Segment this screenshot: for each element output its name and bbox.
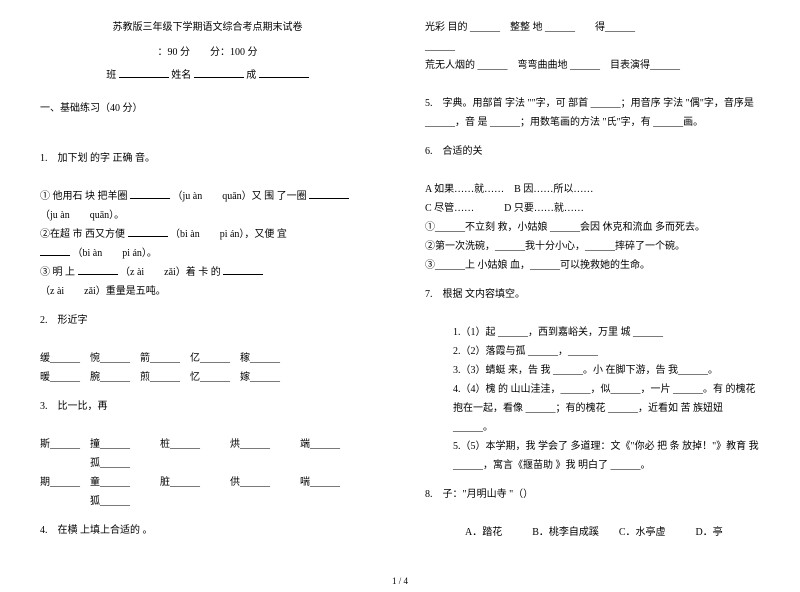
question-4: 4. 在横 上填上合适的 。 (40, 521, 375, 540)
q7-s1: 1.（1）起 ______，西到嘉峪关，万里 城 ______ (453, 323, 760, 342)
q4-title: 4. 在横 上填上合适的 。 (40, 521, 375, 540)
page-footer: 1 / 4 (0, 576, 800, 586)
question-8: 8. 子："月明山寺 "（） A．踏花 B．桃李自成蹊 C．水亭虚 D．亭 (425, 485, 760, 542)
q1-line3c: （z ài zǎi）重量是五吨。 (40, 282, 375, 301)
time-score: ：90 分 分：100 分 (40, 43, 375, 62)
question-7: 7. 根据 文内容填空。 1.（1）起 ______，西到嘉峪关，万里 城 __… (425, 285, 760, 475)
exam-page: 苏教版三年级下学期语文综合考点期末试卷 ：90 分 分：100 分 班 姓名 成… (40, 18, 760, 552)
q7-s4: 4.（4）槐 的 山山洼洼，______，似______，一片 ______。有… (453, 380, 760, 437)
q2-title: 2. 形近字 (40, 311, 375, 330)
student-info: 班 姓名 成 (40, 66, 375, 85)
left-column: 苏教版三年级下学期语文综合考点期末试卷 ：90 分 分：100 分 班 姓名 成… (40, 18, 375, 552)
q7-s3: 3.（3）蜻蜓 来，告 我 ______。小 在脚下游，告 我______。 (453, 361, 760, 380)
q1-title: 1. 加下划 的字 正确 音。 (40, 149, 375, 168)
q6-sub3: ③______上 小姑娘 血，______可以挽救她的生命。 (425, 256, 760, 275)
question-6: 6. 合适的关 A 如果……就…… B 因……所以…… C 尽管…… D 只要…… (425, 142, 760, 275)
q1-line3: ③ 明 上 （z ài zǎi）着 卡 的 (40, 263, 375, 282)
q6-optB: C 尽管…… D 只要……就…… (425, 199, 760, 218)
q8-options: A．踏花 B．桃李自成蹊 C．水亭虚 D．亭 (465, 523, 760, 542)
question-2: 2. 形近字 缓______ 惋______ 箭______ 亿______ 稼… (40, 311, 375, 387)
q4-line3: 荒无人烟的 ______ 弯弯曲曲地 ______ 目表演得______ (425, 56, 760, 75)
q7-title: 7. 根据 文内容填空。 (425, 285, 760, 304)
q3-title: 3. 比一比，再 (40, 397, 375, 416)
q4-line1: 光彩 目的 ______ 整整 地 ______ 得______ (425, 18, 760, 37)
exam-title: 苏教版三年级下学期语文综合考点期末试卷 (40, 18, 375, 37)
score-label: 成 (246, 70, 256, 81)
q1-line2c: （bi àn pi án）。 (40, 244, 375, 263)
q7-s2: 2.（2）落霞与孤 ______，______ (453, 342, 760, 361)
q3-row2: 孤______ (40, 454, 375, 473)
question-5: 5. 字典。用部首 字法 ""字，可 部首 ______；用音序 字法 "偶"字… (425, 94, 760, 132)
q6-sub1: ①______不立刻 救，小姑娘 ______会因 休克和流血 多而死去。 (425, 218, 760, 237)
q3-row3: 期______ 童______ 脏______ 供______ 喘______ (40, 473, 375, 492)
section-1-heading: 一、基础练习（40 分） (40, 99, 375, 118)
q1-line2: ②在超 市 西又方便 （bi àn pi án），又便 宜 (40, 225, 375, 244)
q3-row1: 斯______ 撞______ 桩______ 烘______ 端______ (40, 435, 375, 454)
q6-title: 6. 合适的关 (425, 142, 760, 161)
q1-line1: ① 他用石 块 把羊圈 （ju àn quān）又 围 了一圈 (40, 187, 375, 206)
q4-line2: ______ (425, 37, 760, 56)
question-3: 3. 比一比，再 斯______ 撞______ 桩______ 烘______… (40, 397, 375, 511)
q6-sub2: ②第一次洗碗，______我十分小心，______摔碎了一个碗。 (425, 237, 760, 256)
q7-s5: 5.（5）本学期，我 学会了 多道理：文《"你必 把 条 放掉！"》教育 我 _… (453, 437, 760, 475)
q8-title: 8. 子："月明山寺 "（） (425, 485, 760, 504)
q2-row1: 缓______ 惋______ 箭______ 亿______ 稼______ (40, 349, 375, 368)
name-label: 姓名 (171, 70, 191, 81)
right-column: 光彩 目的 ______ 整整 地 ______ 得______ ______ … (425, 18, 760, 552)
q3-row4: 狐______ (40, 492, 375, 511)
question-1: 1. 加下划 的字 正确 音。 ① 他用石 块 把羊圈 （ju àn quān）… (40, 149, 375, 301)
q1-line1c: （ju àn quān）。 (40, 206, 375, 225)
q6-optA: A 如果……就…… B 因……所以…… (425, 180, 760, 199)
class-label: 班 (106, 70, 116, 81)
q2-row2: 暖______ 腕______ 煎______ 忆______ 嫁______ (40, 368, 375, 387)
